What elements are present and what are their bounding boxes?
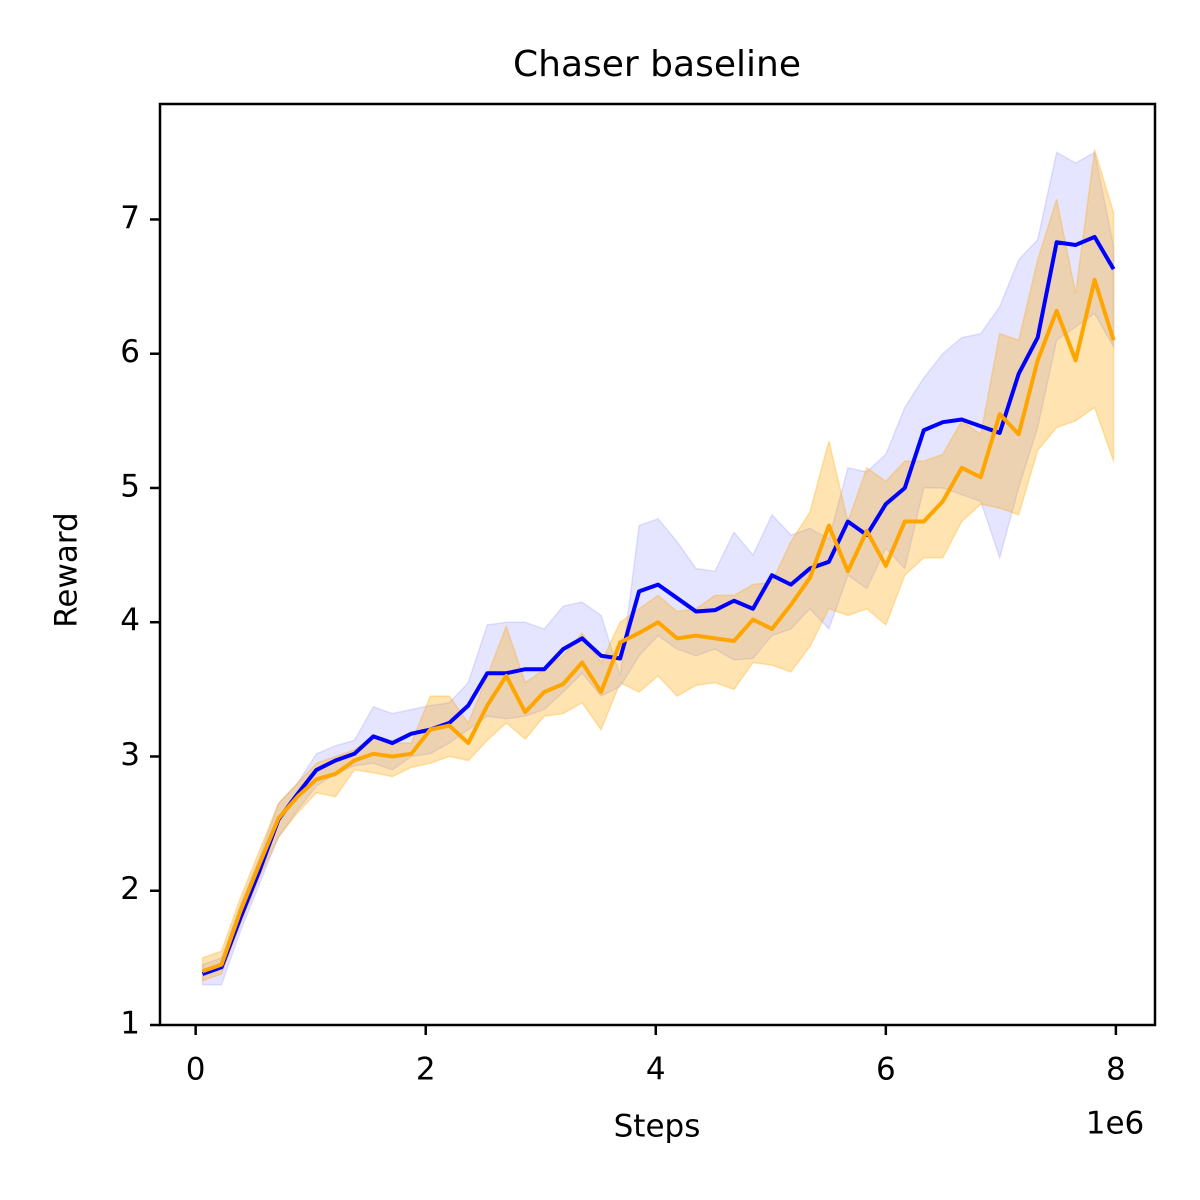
- y-tick-label: 4: [120, 603, 140, 639]
- y-tick-label: 1: [120, 1006, 140, 1042]
- x-tick-label: 8: [1106, 1052, 1126, 1088]
- y-tick-label: 2: [120, 871, 140, 907]
- x-tick-label: 0: [186, 1052, 206, 1088]
- x-offset-label: 1e6: [1086, 1106, 1145, 1142]
- plot-area: [201, 149, 1116, 986]
- confidence-band: [201, 151, 1115, 986]
- chart-title: Chaser baseline: [513, 44, 801, 85]
- x-tick-label: 2: [416, 1052, 436, 1088]
- y-tick-label: 7: [120, 200, 140, 236]
- y-tick-label: 6: [120, 334, 140, 370]
- confidence-band: [201, 149, 1115, 982]
- y-tick-label: 5: [120, 468, 140, 504]
- line-series: [201, 277, 1116, 974]
- y-tick-label: 3: [120, 737, 140, 773]
- axes-frame: [158, 102, 1157, 1027]
- x-tick-label: 4: [646, 1052, 666, 1088]
- y-axis-label: Reward: [49, 512, 85, 627]
- line-series: [201, 234, 1116, 976]
- x-tick-label: 6: [876, 1052, 896, 1088]
- x-axis-label: Steps: [614, 1109, 701, 1145]
